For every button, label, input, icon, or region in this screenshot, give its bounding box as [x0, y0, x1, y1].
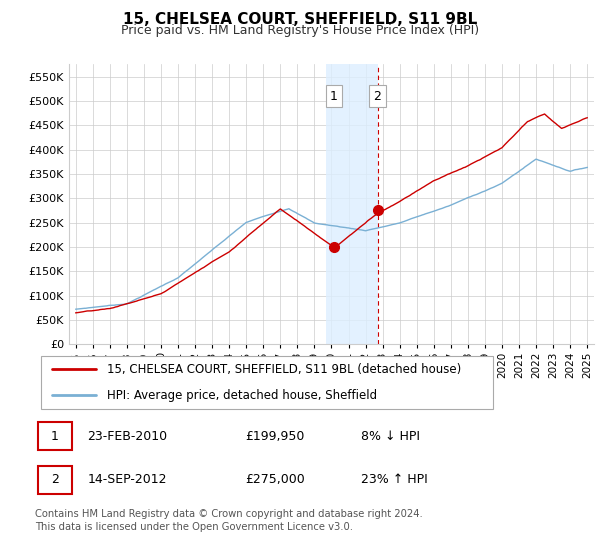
- Text: 1: 1: [51, 430, 59, 443]
- Text: HPI: Average price, detached house, Sheffield: HPI: Average price, detached house, Shef…: [107, 389, 377, 402]
- Text: 2: 2: [374, 90, 382, 102]
- Text: Price paid vs. HM Land Registry's House Price Index (HPI): Price paid vs. HM Land Registry's House …: [121, 24, 479, 37]
- FancyBboxPatch shape: [41, 356, 493, 409]
- Text: 14-SEP-2012: 14-SEP-2012: [88, 473, 167, 486]
- Text: £275,000: £275,000: [245, 473, 305, 486]
- Text: 23-FEB-2010: 23-FEB-2010: [88, 430, 167, 443]
- Text: 15, CHELSEA COURT, SHEFFIELD, S11 9BL: 15, CHELSEA COURT, SHEFFIELD, S11 9BL: [123, 12, 477, 27]
- FancyBboxPatch shape: [38, 466, 72, 493]
- Text: Contains HM Land Registry data © Crown copyright and database right 2024.
This d: Contains HM Land Registry data © Crown c…: [35, 509, 423, 533]
- Text: 15, CHELSEA COURT, SHEFFIELD, S11 9BL (detached house): 15, CHELSEA COURT, SHEFFIELD, S11 9BL (d…: [107, 363, 461, 376]
- Text: 1: 1: [330, 90, 338, 102]
- Bar: [326, 64, 377, 344]
- Text: 2: 2: [51, 473, 59, 486]
- Text: 8% ↓ HPI: 8% ↓ HPI: [361, 430, 420, 443]
- Text: 23% ↑ HPI: 23% ↑ HPI: [361, 473, 427, 486]
- FancyBboxPatch shape: [38, 422, 72, 450]
- Text: £199,950: £199,950: [245, 430, 304, 443]
